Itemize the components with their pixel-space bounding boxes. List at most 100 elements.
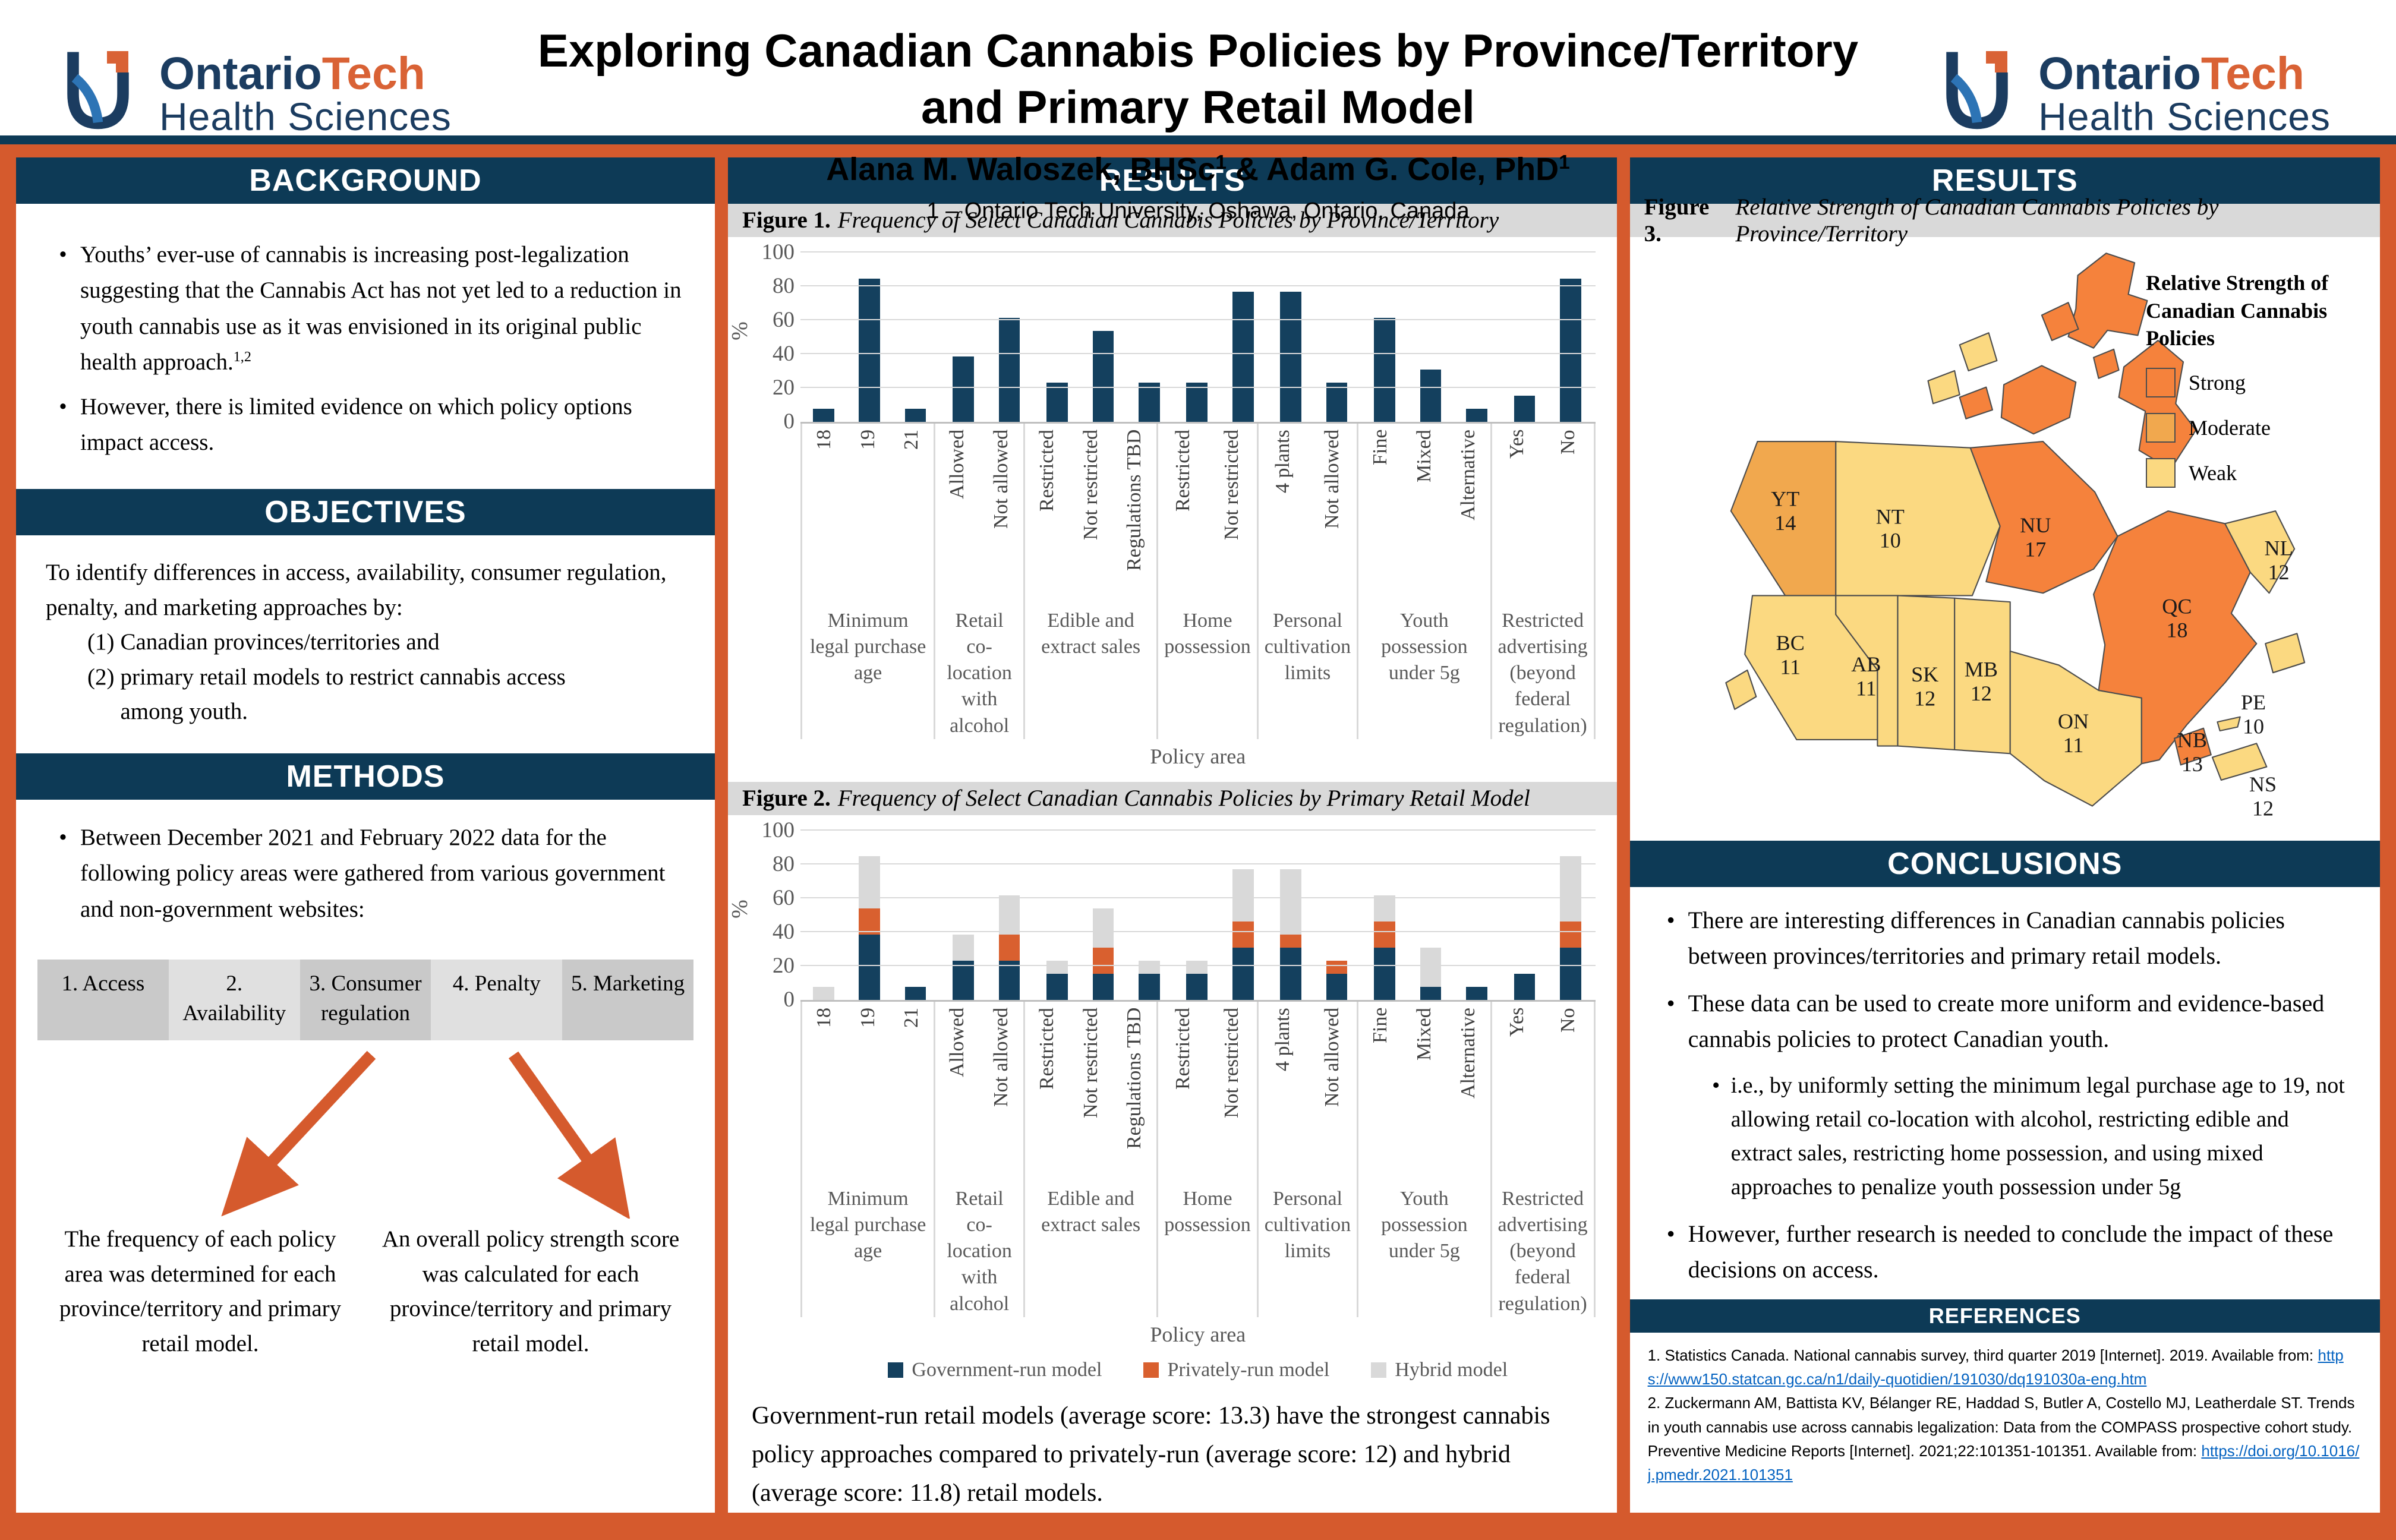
map-label-pe: PE 10 — [2241, 690, 2266, 738]
bar-segment — [998, 895, 1020, 935]
bar-segment — [1046, 960, 1068, 974]
bar-segment — [1420, 948, 1442, 987]
category-label: Not restricted — [1079, 429, 1102, 540]
map-region-nb — [2173, 727, 2212, 766]
strong-swatch-icon — [2146, 368, 2176, 398]
bar-21 — [904, 253, 926, 422]
map-label-nt: NT 10 — [1875, 504, 1904, 552]
map-region-nu-baffin — [2118, 339, 2196, 470]
category-label: Allowed — [946, 429, 969, 499]
conclusion-bullet-2: • These data can be used to create more … — [1654, 986, 2354, 1057]
map-label-nu: NU 17 — [2020, 513, 2051, 561]
bar-19 — [859, 253, 880, 422]
gridline — [800, 930, 1596, 932]
map-region-bc-vancouver-island — [1725, 669, 1757, 710]
objectives-intro: To identify differences in access, avail… — [46, 560, 667, 620]
group-label: Personal cultivation limits — [1264, 609, 1351, 684]
title-block: Exploring Canadian Cannabis Policies by … — [505, 23, 1891, 224]
bar-segment — [1374, 922, 1395, 948]
bar-regulations-tbd — [1139, 831, 1160, 1000]
bar-18 — [812, 831, 834, 1000]
bar-segment — [1280, 948, 1301, 1000]
bar-allowed — [953, 831, 974, 1000]
map-label-ab: AB 11 — [1851, 652, 1881, 700]
logo-word-tech: Tech — [321, 48, 425, 99]
bar-segment — [859, 278, 880, 422]
bar-fine — [1374, 831, 1395, 1000]
section-header-results-right: RESULTS — [1629, 157, 2381, 204]
map-region-nt-banks — [1959, 332, 1998, 371]
canada-map-svg: YT 14 NT 10 NU 17 BC 11 AB 11 SK 12 MB 12 ON 11 QC 18 NL 12… — [1725, 253, 2305, 820]
chart-legend: Government-run model Privately-run model H… — [800, 1359, 1596, 1381]
figure3-canada-map: YT 14 NT 10 NU 17 BC 11 AB 11 SK 12 MB 12 ON 11 QC 18 NL 12… — [1636, 241, 2374, 841]
bar-alternative — [1466, 831, 1487, 1000]
legend-item: Privately-run model — [1143, 1359, 1329, 1381]
affiliation-line: 1 – Ontario Tech University, Oshawa, Ont… — [926, 198, 1470, 224]
bar-18 — [812, 253, 834, 422]
legend-item: Government-run model — [888, 1359, 1102, 1381]
x-axis-labels: 18 19 21 Minimum legal purchase age Allowed N… — [800, 423, 1596, 739]
group-label: Retail co-location with alcohol — [947, 609, 1012, 737]
arrow-left-icon — [221, 1050, 376, 1217]
y-axis-tick: 60 — [772, 885, 795, 910]
legend-item: Hybrid model — [1371, 1359, 1508, 1381]
ontariotech-logo-right: OntarioTech Health Sciences — [1932, 42, 2331, 146]
methods-note-frequency: The frequency of each policy area was de… — [59, 1226, 342, 1356]
header-divider-band — [0, 135, 2396, 144]
bar-segment — [953, 356, 974, 422]
reference-2-link[interactable]: https://doi.org/10.1016/j.pmedr.2021.101… — [1647, 1442, 2360, 1484]
y-axis-tick: 60 — [772, 307, 795, 332]
category-label: Allowed — [946, 1007, 969, 1077]
gridline — [800, 285, 1596, 286]
bar-not-allowed — [998, 831, 1020, 1000]
logo-word-ontario: Ontario — [2038, 48, 2201, 99]
bar-segment — [859, 908, 880, 935]
group-label: Minimum legal purchase age — [809, 1187, 926, 1263]
column-middle: RESULTS Figure 1. Frequency of Select Ca… — [727, 157, 1617, 1513]
reference-1-link[interactable]: https://www150.statcan.gc.ca/n1/daily-qu… — [1647, 1346, 2344, 1388]
weak-swatch-icon — [2146, 458, 2176, 488]
bar-segment — [812, 408, 834, 422]
map-region-nl-island — [2264, 633, 2305, 674]
figure1-caption: Figure 1. Frequency of Select Canadian C… — [727, 203, 1617, 237]
authors-line: Alana M. Waloszek, BHSc1 & Adam G. Cole,… — [826, 152, 1570, 188]
map-region-nu-somerset — [2092, 348, 2120, 379]
category-label: Mixed — [1413, 1007, 1435, 1061]
legend-swatch-icon — [1371, 1362, 1387, 1378]
conclusions-content: • There are interesting differences in C… — [1630, 887, 2380, 1299]
logo-health-sciences: Health Sciences — [159, 94, 452, 139]
map-region-nl-labrador — [2224, 510, 2295, 594]
methods-notes: The frequency of each policy area was de… — [16, 1222, 715, 1361]
bar-segment — [904, 986, 926, 1000]
bar-segment — [859, 935, 880, 1000]
bar-segment — [1232, 869, 1254, 922]
bar-no — [1560, 831, 1581, 1000]
methods-arrows — [40, 1046, 691, 1220]
gridline — [800, 352, 1596, 354]
group-label: Restricted advertising (beyond federal r… — [1498, 609, 1588, 737]
category-label: 18 — [812, 1007, 835, 1028]
section-header-conclusions: CONCLUSIONS — [1629, 840, 2381, 887]
map-region-nu-mainland — [1969, 440, 2118, 594]
bar-4-plants — [1280, 253, 1301, 422]
policy-cell-marketing: 5. Marketing — [562, 960, 693, 1041]
bar-not-restricted — [1092, 253, 1114, 422]
y-axis-tick: 40 — [772, 919, 795, 944]
bar-segment — [953, 935, 974, 961]
ontariotech-logo-left: OntarioTech Health Sciences — [53, 42, 452, 146]
bar-segment — [1374, 317, 1395, 422]
map-region-nu-island2 — [1959, 386, 1993, 419]
bar-restricted — [1186, 831, 1208, 1000]
bar-segment — [1420, 986, 1442, 1000]
objectives-item-1: (1) Canadian provinces/territories and — [87, 629, 440, 655]
methods-bullet: • Between December 2021 and February 202… — [46, 820, 685, 927]
category-label: Fine — [1369, 429, 1392, 466]
map-label-nb: NB 13 — [2177, 728, 2206, 775]
map-region-nt-island — [1927, 370, 1960, 405]
category-label: Restricted — [1035, 1007, 1058, 1090]
bar-segment — [998, 960, 1020, 1000]
gridline — [800, 897, 1596, 898]
category-label: Alternative — [1456, 429, 1479, 520]
bar-not-restricted — [1232, 831, 1254, 1000]
